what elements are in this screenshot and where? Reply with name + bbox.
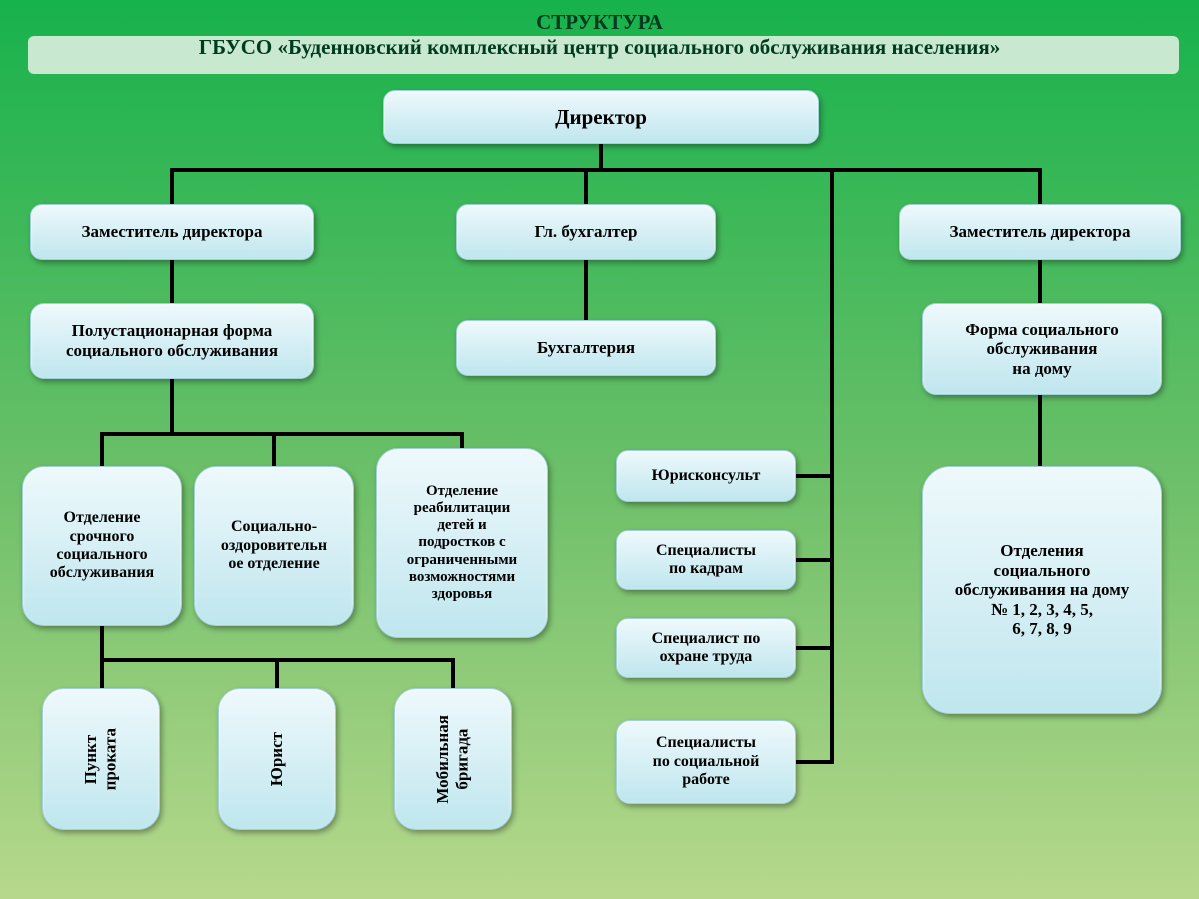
node-deputy_left: Заместитель директора — [30, 204, 314, 260]
node-rental: Пункт проката — [42, 688, 160, 830]
node-hr: Специалисты по кадрам — [616, 530, 796, 590]
node-lawyer: Юрист — [218, 688, 336, 830]
node-mobile: Мобильная бригада — [394, 688, 512, 830]
node-director: Директор — [383, 90, 819, 144]
chart-title: СТРУКТУРА ГБУСО «Буденновский комплексны… — [0, 10, 1199, 60]
node-home_form: Форма социального обслуживания на дому — [922, 303, 1162, 395]
node-safety: Специалист по охране труда — [616, 618, 796, 678]
node-deputy_right: Заместитель директора — [899, 204, 1181, 260]
node-accounting: Бухгалтерия — [456, 320, 716, 376]
title-line2: ГБУСО «Буденновский комплексный центр со… — [199, 35, 1000, 59]
node-home_depts: Отделения социального обслуживания на до… — [922, 466, 1162, 714]
node-juris: Юрисконсульт — [616, 450, 796, 502]
node-chief_acc: Гл. бухгалтер — [456, 204, 716, 260]
node-semi_stationary: Полустационарная форма социального обслу… — [30, 303, 314, 379]
node-dept_rehab: Отделение реабилитации детей и подростко… — [376, 448, 548, 638]
node-soc_work: Специалисты по социальной работе — [616, 720, 796, 804]
node-dept_urgent: Отделение срочного социального обслужива… — [22, 466, 182, 626]
node-dept_health: Социально- оздоровительн ое отделение — [194, 466, 354, 626]
org-chart-canvas: СТРУКТУРА ГБУСО «Буденновский комплексны… — [0, 0, 1199, 899]
title-line1: СТРУКТУРА — [536, 10, 663, 34]
